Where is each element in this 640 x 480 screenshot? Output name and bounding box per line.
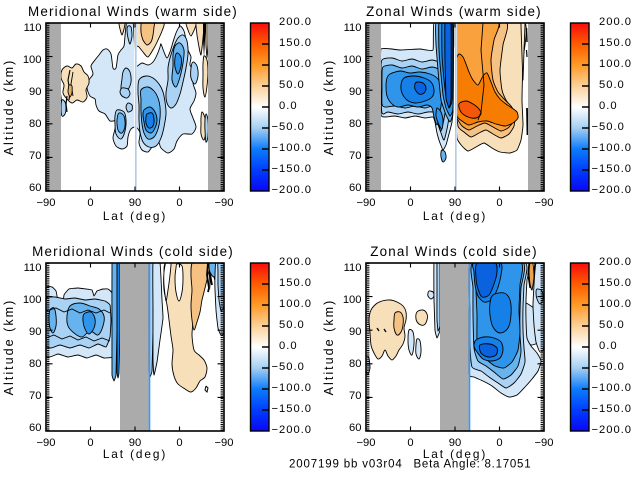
svg-text:100: 100 [23, 54, 42, 66]
svg-text:60: 60 [349, 182, 361, 194]
svg-text:0.0: 0.0 [279, 340, 298, 352]
svg-text:2007199 bb v03r04: 2007199 bb v03r04 [289, 459, 403, 471]
svg-text:80: 80 [349, 358, 361, 370]
svg-text:0: 0 [407, 197, 413, 209]
svg-text:60: 60 [29, 182, 41, 194]
svg-text:200.0: 200.0 [279, 16, 312, 28]
svg-text:−90: −90 [37, 437, 56, 449]
svg-text:90: 90 [129, 437, 141, 449]
svg-text:−200.0: −200.0 [592, 184, 633, 196]
svg-text:Lat (deg): Lat (deg) [423, 209, 487, 223]
svg-text:110: 110 [24, 22, 42, 34]
svg-text:100.0: 100.0 [279, 298, 312, 310]
svg-text:Zonal Winds (cold side): Zonal Winds (cold side) [370, 244, 538, 259]
svg-text:90: 90 [29, 86, 41, 98]
svg-text:90: 90 [29, 326, 41, 338]
svg-text:70: 70 [349, 390, 361, 402]
svg-text:100.0: 100.0 [279, 58, 312, 70]
svg-text:−90: −90 [357, 197, 376, 209]
svg-text:0: 0 [176, 197, 182, 209]
svg-text:100: 100 [343, 54, 362, 66]
svg-text:90: 90 [449, 197, 461, 209]
svg-text:150.0: 150.0 [279, 277, 312, 289]
svg-text:Meridional Winds (warm side): Meridional Winds (warm side) [28, 4, 238, 19]
svg-text:110: 110 [24, 262, 42, 274]
svg-text:−150.0: −150.0 [272, 403, 313, 415]
svg-text:Lat (deg): Lat (deg) [103, 447, 167, 461]
svg-text:150.0: 150.0 [279, 37, 312, 49]
svg-text:−100.0: −100.0 [592, 382, 633, 394]
svg-text:−90: −90 [215, 197, 234, 209]
svg-text:0.0: 0.0 [279, 100, 298, 112]
svg-text:0: 0 [176, 437, 182, 449]
svg-text:110: 110 [344, 262, 362, 274]
svg-text:Altitude (km): Altitude (km) [2, 299, 16, 396]
svg-text:150.0: 150.0 [599, 277, 632, 289]
svg-text:0.0: 0.0 [599, 340, 618, 352]
svg-text:100.0: 100.0 [599, 298, 632, 310]
svg-text:50.0: 50.0 [599, 79, 625, 91]
svg-text:200.0: 200.0 [599, 256, 632, 268]
svg-text:50.0: 50.0 [279, 319, 305, 331]
svg-text:−90: −90 [357, 437, 376, 449]
svg-text:100: 100 [23, 294, 42, 306]
svg-text:200.0: 200.0 [599, 16, 632, 28]
svg-text:80: 80 [29, 118, 41, 130]
svg-text:0: 0 [87, 437, 93, 449]
svg-text:Altitude (km): Altitude (km) [322, 59, 336, 156]
svg-text:−150.0: −150.0 [592, 403, 633, 415]
svg-text:0: 0 [87, 197, 93, 209]
svg-text:80: 80 [29, 358, 41, 370]
svg-text:−200.0: −200.0 [272, 184, 313, 196]
svg-text:−50.0: −50.0 [272, 121, 305, 133]
svg-text:70: 70 [29, 150, 41, 162]
svg-text:50.0: 50.0 [279, 79, 305, 91]
svg-text:−200.0: −200.0 [592, 424, 633, 436]
svg-text:Meridional Winds (cold side): Meridional Winds (cold side) [32, 244, 234, 259]
svg-text:50.0: 50.0 [599, 319, 625, 331]
svg-text:200.0: 200.0 [279, 256, 312, 268]
svg-text:Altitude (km): Altitude (km) [2, 59, 16, 156]
svg-text:0: 0 [496, 197, 502, 209]
svg-text:70: 70 [349, 150, 361, 162]
svg-text:−100.0: −100.0 [592, 142, 633, 154]
svg-text:−150.0: −150.0 [592, 163, 633, 175]
svg-text:60: 60 [349, 422, 361, 434]
svg-text:−200.0: −200.0 [272, 424, 313, 436]
svg-text:−90: −90 [535, 437, 554, 449]
svg-text:90: 90 [349, 326, 361, 338]
svg-text:0: 0 [407, 437, 413, 449]
svg-text:90: 90 [349, 86, 361, 98]
svg-text:80: 80 [349, 118, 361, 130]
svg-text:Altitude (km): Altitude (km) [322, 299, 336, 396]
svg-text:−100.0: −100.0 [272, 382, 313, 394]
svg-text:−90: −90 [535, 197, 554, 209]
svg-text:90: 90 [449, 437, 461, 449]
svg-text:110: 110 [344, 22, 362, 34]
svg-text:Lat (deg): Lat (deg) [423, 447, 487, 461]
svg-text:−90: −90 [37, 197, 56, 209]
svg-text:70: 70 [29, 390, 41, 402]
svg-text:Lat (deg): Lat (deg) [103, 209, 167, 223]
svg-text:−100.0: −100.0 [272, 142, 313, 154]
svg-text:0: 0 [496, 437, 502, 449]
svg-text:150.0: 150.0 [599, 37, 632, 49]
svg-text:Zonal Winds (warm side): Zonal Winds (warm side) [366, 4, 542, 19]
svg-text:100.0: 100.0 [599, 58, 632, 70]
svg-text:0.0: 0.0 [599, 100, 618, 112]
svg-text:Beta Angle: 8.17051: Beta Angle: 8.17051 [414, 459, 532, 471]
svg-text:60: 60 [29, 422, 41, 434]
svg-text:−50.0: −50.0 [272, 361, 305, 373]
svg-text:100: 100 [343, 294, 362, 306]
svg-text:−150.0: −150.0 [272, 163, 313, 175]
svg-text:−50.0: −50.0 [592, 361, 625, 373]
svg-text:−50.0: −50.0 [592, 121, 625, 133]
svg-text:−90: −90 [215, 437, 234, 449]
svg-text:90: 90 [129, 197, 141, 209]
